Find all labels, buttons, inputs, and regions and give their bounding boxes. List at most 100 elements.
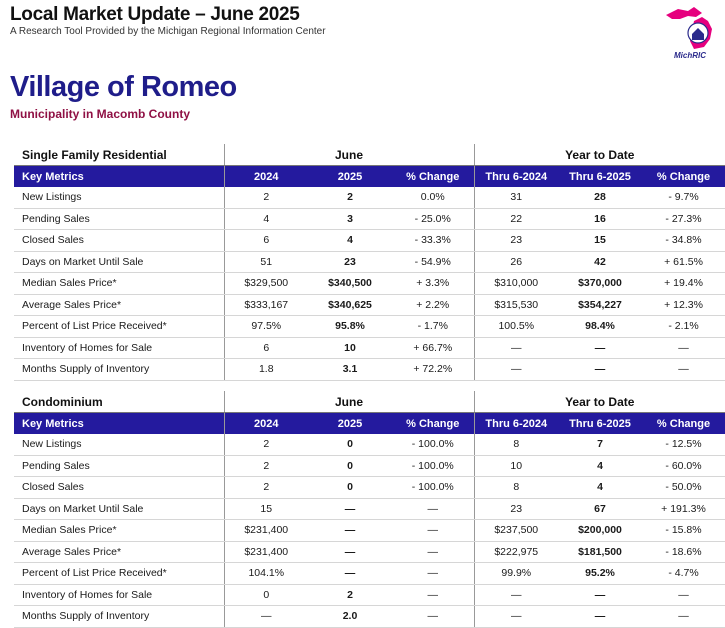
value-thru-2024: — — [473, 337, 558, 359]
col-key-metrics: Key Metrics — [14, 165, 224, 187]
metric-name: Average Sales Price* — [14, 541, 224, 563]
value-2025: — — [308, 562, 392, 585]
metric-name: Inventory of Homes for Sale — [14, 584, 224, 606]
value-thru-2024: 99.9% — [473, 562, 558, 585]
value-thru-2025: 98.4% — [558, 315, 642, 338]
value-2024: 51 — [223, 251, 308, 273]
pct-change: + 72.2% — [392, 358, 474, 381]
pct-change: - 100.0% — [392, 434, 474, 456]
value-thru-2024: $237,500 — [473, 519, 558, 542]
ytd-pct-change: - 12.5% — [642, 434, 725, 456]
value-2024: — — [223, 605, 308, 628]
value-thru-2025: — — [558, 358, 642, 381]
column-header-row: Key Metrics 2024 2025 % Change Thru 6-20… — [14, 165, 725, 187]
value-thru-2024: 23 — [473, 229, 558, 252]
metric-name: New Listings — [14, 434, 224, 456]
value-2025: 23 — [308, 251, 392, 273]
place-subtitle: Municipality in Macomb County — [10, 107, 191, 121]
logo-wordmark: MichRIC — [674, 51, 706, 60]
metric-name: Pending Sales — [14, 455, 224, 477]
value-thru-2024: 26 — [473, 251, 558, 273]
value-2025: $340,625 — [308, 294, 392, 316]
value-thru-2024: — — [473, 358, 558, 381]
value-thru-2025: 4 — [558, 476, 642, 499]
value-2025: 2 — [308, 584, 392, 606]
value-2025: 3.1 — [308, 358, 392, 381]
value-thru-2025: $354,227 — [558, 294, 642, 316]
value-thru-2025: $370,000 — [558, 272, 642, 295]
value-2025: — — [308, 541, 392, 563]
value-2024: 104.1% — [223, 562, 308, 585]
value-thru-2025: — — [558, 337, 642, 359]
single-family-table: Single Family Residential June Year to D… — [14, 144, 725, 381]
table-row: Average Sales Price* $333,167 $340,625 + 2.… — [14, 294, 725, 316]
ytd-pct-change: - 2.1% — [642, 315, 725, 338]
col-pct-change: % Change — [392, 165, 474, 187]
value-2024: 0 — [223, 584, 308, 606]
value-thru-2024: 8 — [473, 476, 558, 499]
metric-name: Percent of List Price Received* — [14, 315, 224, 338]
table-row: Inventory of Homes for Sale 6 10 + 66.7% — — — — [14, 337, 725, 359]
ytd-pct-change: + 12.3% — [642, 294, 725, 316]
metric-name: Days on Market Until Sale — [14, 251, 224, 273]
ytd-pct-change: - 15.8% — [642, 519, 725, 542]
table-row: Days on Market Until Sale 51 23- 54.9% 26 42… — [14, 251, 725, 273]
value-thru-2024: 10 — [473, 455, 558, 477]
pct-change: — — [392, 541, 474, 563]
value-2025: 0 — [308, 476, 392, 499]
value-2024: 2 — [223, 187, 308, 209]
table-row: Months Supply of Inventory —2.0— — — — — [14, 605, 725, 628]
value-thru-2025: — — [558, 605, 642, 628]
value-2025: 3 — [308, 208, 392, 230]
report-title: Local Market Update – June 2025 — [10, 4, 300, 25]
report-subtitle: A Research Tool Provided by the Michigan… — [10, 26, 326, 37]
value-2024: $333,167 — [223, 294, 308, 316]
metric-name: Months Supply of Inventory — [14, 358, 224, 381]
pct-change: - 33.3% — [392, 229, 474, 252]
col-2025: 2025 — [308, 412, 392, 434]
col-2024: 2024 — [223, 165, 308, 187]
michigan-map-icon — [666, 7, 712, 49]
table-row: Pending Sales 4 3- 25.0% 22 16- 27.3% — [14, 208, 725, 230]
value-2024: $231,400 — [223, 541, 308, 563]
value-thru-2024: 23 — [473, 498, 558, 520]
value-thru-2024: 100.5% — [473, 315, 558, 338]
value-2024: 6 — [223, 229, 308, 252]
table-row: Percent of List Price Received* 104.1% — —9… — [14, 562, 725, 585]
value-2024: $231,400 — [223, 519, 308, 542]
metric-name: Inventory of Homes for Sale — [14, 337, 224, 359]
value-thru-2025: 16 — [558, 208, 642, 230]
pct-change: - 100.0% — [392, 476, 474, 499]
report-header: Local Market Update – June 2025 A Resear… — [10, 4, 326, 38]
table-row: New Listings 2 0- 100.0% 8 7- 12.5% — [14, 434, 725, 456]
value-2025: 10 — [308, 337, 392, 359]
value-thru-2025: 7 — [558, 434, 642, 456]
col-thru-2024: Thru 6-2024 — [473, 165, 558, 187]
value-2024: 2 — [223, 476, 308, 499]
ytd-group-label: Year to Date — [473, 144, 725, 166]
metric-name: Average Sales Price* — [14, 294, 224, 316]
section-header-row: Single Family Residential June Year to D… — [14, 144, 725, 166]
value-2025: $340,500 — [308, 272, 392, 295]
metric-name: Median Sales Price* — [14, 272, 224, 295]
ytd-pct-change: - 34.8% — [642, 229, 725, 252]
col-pct-change: % Change — [392, 412, 474, 434]
col-thru-2025: Thru 6-2025 — [558, 165, 642, 187]
pct-change: 0.0% — [392, 187, 474, 209]
ytd-pct-change: — — [642, 584, 725, 606]
value-2025: 4 — [308, 229, 392, 252]
pct-change: - 54.9% — [392, 251, 474, 273]
metric-name: Closed Sales — [14, 229, 224, 252]
value-2024: 4 — [223, 208, 308, 230]
metric-name: Closed Sales — [14, 476, 224, 499]
pct-change: - 25.0% — [392, 208, 474, 230]
value-2024: $329,500 — [223, 272, 308, 295]
value-thru-2024: $315,530 — [473, 294, 558, 316]
section-name: Single Family Residential — [14, 144, 224, 166]
col-ytd-pct-change: % Change — [642, 412, 725, 434]
table-row: Percent of List Price Received* 97.5% 95.8… — [14, 315, 725, 338]
metric-name: Pending Sales — [14, 208, 224, 230]
pct-change: — — [392, 519, 474, 542]
metric-name: Percent of List Price Received* — [14, 562, 224, 585]
ytd-pct-change: - 18.6% — [642, 541, 725, 563]
